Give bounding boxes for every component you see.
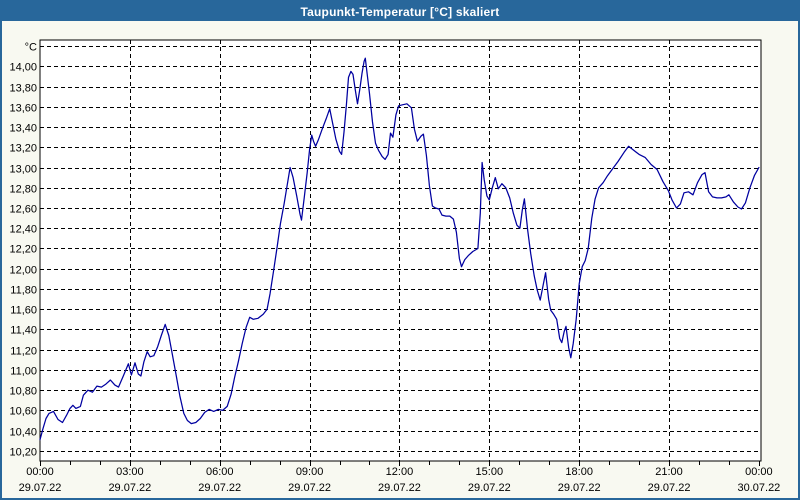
y-tick-label: 11,20 [10,346,37,358]
chart-area: °C 14,00 13,80 13,60 13,40 13,20 13,00 12,80 12,… [2,21,798,498]
y-tick-label: 12,60 [9,204,37,216]
y-tick-label: 11,00 [10,366,37,378]
x-tick-date-label: 29.07.22 [198,482,241,494]
y-tick-label: 12,40 [9,224,37,236]
y-tick-label: 10,40 [9,427,37,439]
x-tick-date-label: 29.07.22 [19,482,62,494]
x-tick-time-label: 12:00 [386,466,414,478]
y-tick-label: 14,00 [9,62,37,74]
x-tick-time-label: 00:00 [26,466,54,478]
y-tick-label: 13,40 [9,123,37,135]
x-tick-time-label: 18:00 [565,466,593,478]
y-tick-label: 12,80 [9,184,37,196]
y-tick-label: 10,20 [9,447,37,459]
x-tick-time-label: 06:00 [206,466,234,478]
y-tick-label: 10,60 [9,406,37,418]
dewpoint-series-line [39,57,760,441]
y-tick-label: 12,00 [9,265,37,277]
x-tick-time-label: 15:00 [476,466,504,478]
y-tick-label: 13,00 [9,164,37,176]
y-tick-label: 10,80 [9,386,37,398]
y-tick-label: 12,20 [9,244,37,256]
y-tick-label: 11,80 [10,285,37,297]
x-tick-date-label: 29.07.22 [468,482,511,494]
y-tick-label: 13,20 [9,143,37,155]
x-tick-time-label: 09:00 [296,466,324,478]
x-tick-date-label: 29.07.22 [108,482,151,494]
y-tick-label: °C [25,42,37,54]
y-tick-label: 11,40 [10,325,37,337]
x-tick-time-label: 03:00 [116,466,144,478]
x-tick-date-label: 29.07.22 [378,482,421,494]
window-title: Taupunkt-Temperatur [°C] skaliert [300,4,500,19]
x-tick-date-label: 29.07.22 [288,482,331,494]
y-tick-label: 13,80 [9,83,37,95]
plot-border [39,39,762,462]
chart-canvas: °C 14,00 13,80 13,60 13,40 13,20 13,00 12,80 12,… [9,39,780,494]
x-tick-time-label: 21:00 [655,466,683,478]
y-tick-label: 11,60 [10,305,37,317]
title-bar[interactable]: Taupunkt-Temperatur [°C] skaliert [2,2,798,21]
x-tick-date-label: 29.07.22 [558,482,601,494]
x-tick-date-label: 30.07.22 [737,482,780,494]
y-tick-label: 13,60 [9,103,37,115]
x-tick-time-label: 00:00 [745,466,773,478]
x-tick-date-label: 29.07.22 [648,482,691,494]
